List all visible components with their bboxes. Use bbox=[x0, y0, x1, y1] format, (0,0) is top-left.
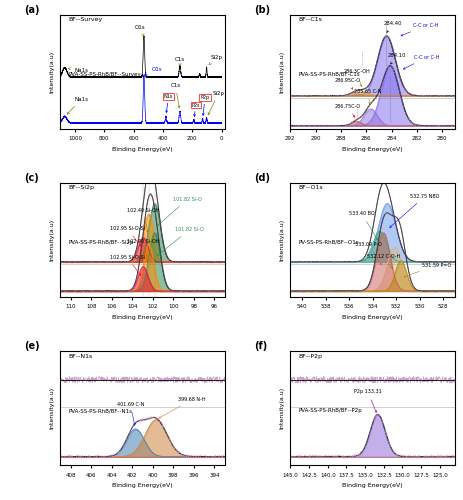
Text: Si2p: Si2p bbox=[209, 54, 222, 64]
Text: 284.40: 284.40 bbox=[383, 21, 401, 32]
Text: BF--P2p: BF--P2p bbox=[298, 354, 322, 358]
Text: 102.95 Si-O-Si: 102.95 Si-O-Si bbox=[109, 255, 144, 276]
Text: Si2p: Si2p bbox=[208, 90, 224, 115]
Text: C1s: C1s bbox=[175, 57, 184, 66]
Text: P2p: P2p bbox=[200, 96, 209, 116]
Text: O1s: O1s bbox=[135, 25, 145, 36]
Text: BF--C1s: BF--C1s bbox=[298, 18, 322, 22]
Text: 399.68 N-H: 399.68 N-H bbox=[159, 397, 206, 418]
Text: 102.95 Si-O-Si: 102.95 Si-O-Si bbox=[109, 226, 144, 246]
Text: Na1s: Na1s bbox=[67, 96, 88, 114]
Text: 533.09 P-O: 533.09 P-O bbox=[354, 242, 381, 265]
Text: C1s: C1s bbox=[170, 83, 180, 108]
Text: 532.75 NBO: 532.75 NBO bbox=[389, 194, 438, 228]
Text: BF--Si2p: BF--Si2p bbox=[69, 186, 94, 190]
Y-axis label: Intensity(a.u): Intensity(a.u) bbox=[279, 51, 284, 93]
X-axis label: Binding Energy(eV): Binding Energy(eV) bbox=[112, 483, 172, 488]
Text: 533.40 BO: 533.40 BO bbox=[348, 211, 377, 240]
Text: 532.12 C-O-H: 532.12 C-O-H bbox=[366, 254, 399, 268]
Text: PVA-SS-PS-RhB/BF--Survey: PVA-SS-PS-RhB/BF--Survey bbox=[69, 72, 141, 77]
Y-axis label: Intensity(a.u): Intensity(a.u) bbox=[50, 219, 55, 261]
Text: 285.65 C-N: 285.65 C-N bbox=[353, 89, 380, 104]
Y-axis label: Intensity(a.u): Intensity(a.u) bbox=[50, 51, 55, 93]
Text: 102.40 Si-OH: 102.40 Si-OH bbox=[127, 238, 159, 262]
Text: 284.10: 284.10 bbox=[387, 53, 405, 64]
X-axis label: Binding Energy(eV): Binding Energy(eV) bbox=[342, 147, 402, 152]
Text: 286.95C-O: 286.95C-O bbox=[334, 78, 360, 89]
Y-axis label: Intensity(a.u): Intensity(a.u) bbox=[279, 219, 284, 261]
Text: PV-SS-PS-RhB/BF--O1s: PV-SS-PS-RhB/BF--O1s bbox=[298, 240, 358, 245]
Text: 286.3C-OH: 286.3C-OH bbox=[343, 69, 369, 86]
Text: (d): (d) bbox=[254, 173, 269, 183]
Text: C-C or C-H: C-C or C-H bbox=[402, 54, 439, 69]
Text: 101.82 Si-O: 101.82 Si-O bbox=[157, 227, 204, 256]
Text: P2s: P2s bbox=[191, 102, 200, 117]
Text: (c): (c) bbox=[24, 173, 39, 183]
Text: PVA-SS-PS-RhB/BF--N1s: PVA-SS-PS-RhB/BF--N1s bbox=[69, 408, 132, 413]
Text: PVA-SS-PS-RhB/BF-C1s: PVA-SS-PS-RhB/BF-C1s bbox=[298, 72, 359, 77]
Text: Na1s: Na1s bbox=[68, 68, 88, 73]
Text: BF--Survey: BF--Survey bbox=[69, 18, 103, 22]
Y-axis label: Intensity(a.u): Intensity(a.u) bbox=[50, 387, 55, 429]
Text: BF--N1s: BF--N1s bbox=[69, 354, 93, 358]
X-axis label: Binding Energy(eV): Binding Energy(eV) bbox=[112, 315, 172, 320]
Text: 531.59 P=O: 531.59 P=O bbox=[403, 262, 450, 277]
Y-axis label: Intensity(a.u): Intensity(a.u) bbox=[279, 387, 284, 429]
Text: PVA-SS-PS-RhB/BF--P2p: PVA-SS-PS-RhB/BF--P2p bbox=[298, 408, 362, 413]
Text: N1s: N1s bbox=[163, 94, 173, 112]
Text: PVA-SS-PS-RhB/BF--Si2p: PVA-SS-PS-RhB/BF--Si2p bbox=[69, 240, 134, 245]
Text: BF--O1s: BF--O1s bbox=[298, 186, 323, 190]
Text: (a): (a) bbox=[24, 4, 39, 15]
Text: 401.69 C-N: 401.69 C-N bbox=[117, 402, 144, 425]
X-axis label: Binding Energy(eV): Binding Energy(eV) bbox=[342, 483, 402, 488]
Text: C-C or C-H: C-C or C-H bbox=[400, 23, 438, 36]
Text: 286.75C-O: 286.75C-O bbox=[334, 104, 360, 118]
Text: O1s: O1s bbox=[144, 66, 162, 75]
X-axis label: Binding Energy(eV): Binding Energy(eV) bbox=[342, 315, 402, 320]
Text: (e): (e) bbox=[24, 341, 40, 351]
Text: 101.82 Si-O: 101.82 Si-O bbox=[157, 196, 201, 226]
Text: P2p 133.31: P2p 133.31 bbox=[353, 390, 381, 412]
Text: (f): (f) bbox=[254, 341, 267, 351]
X-axis label: Binding Energy(eV): Binding Energy(eV) bbox=[112, 147, 172, 152]
Text: (b): (b) bbox=[254, 4, 270, 15]
Text: 102.40 Si-OH: 102.40 Si-OH bbox=[127, 208, 159, 233]
